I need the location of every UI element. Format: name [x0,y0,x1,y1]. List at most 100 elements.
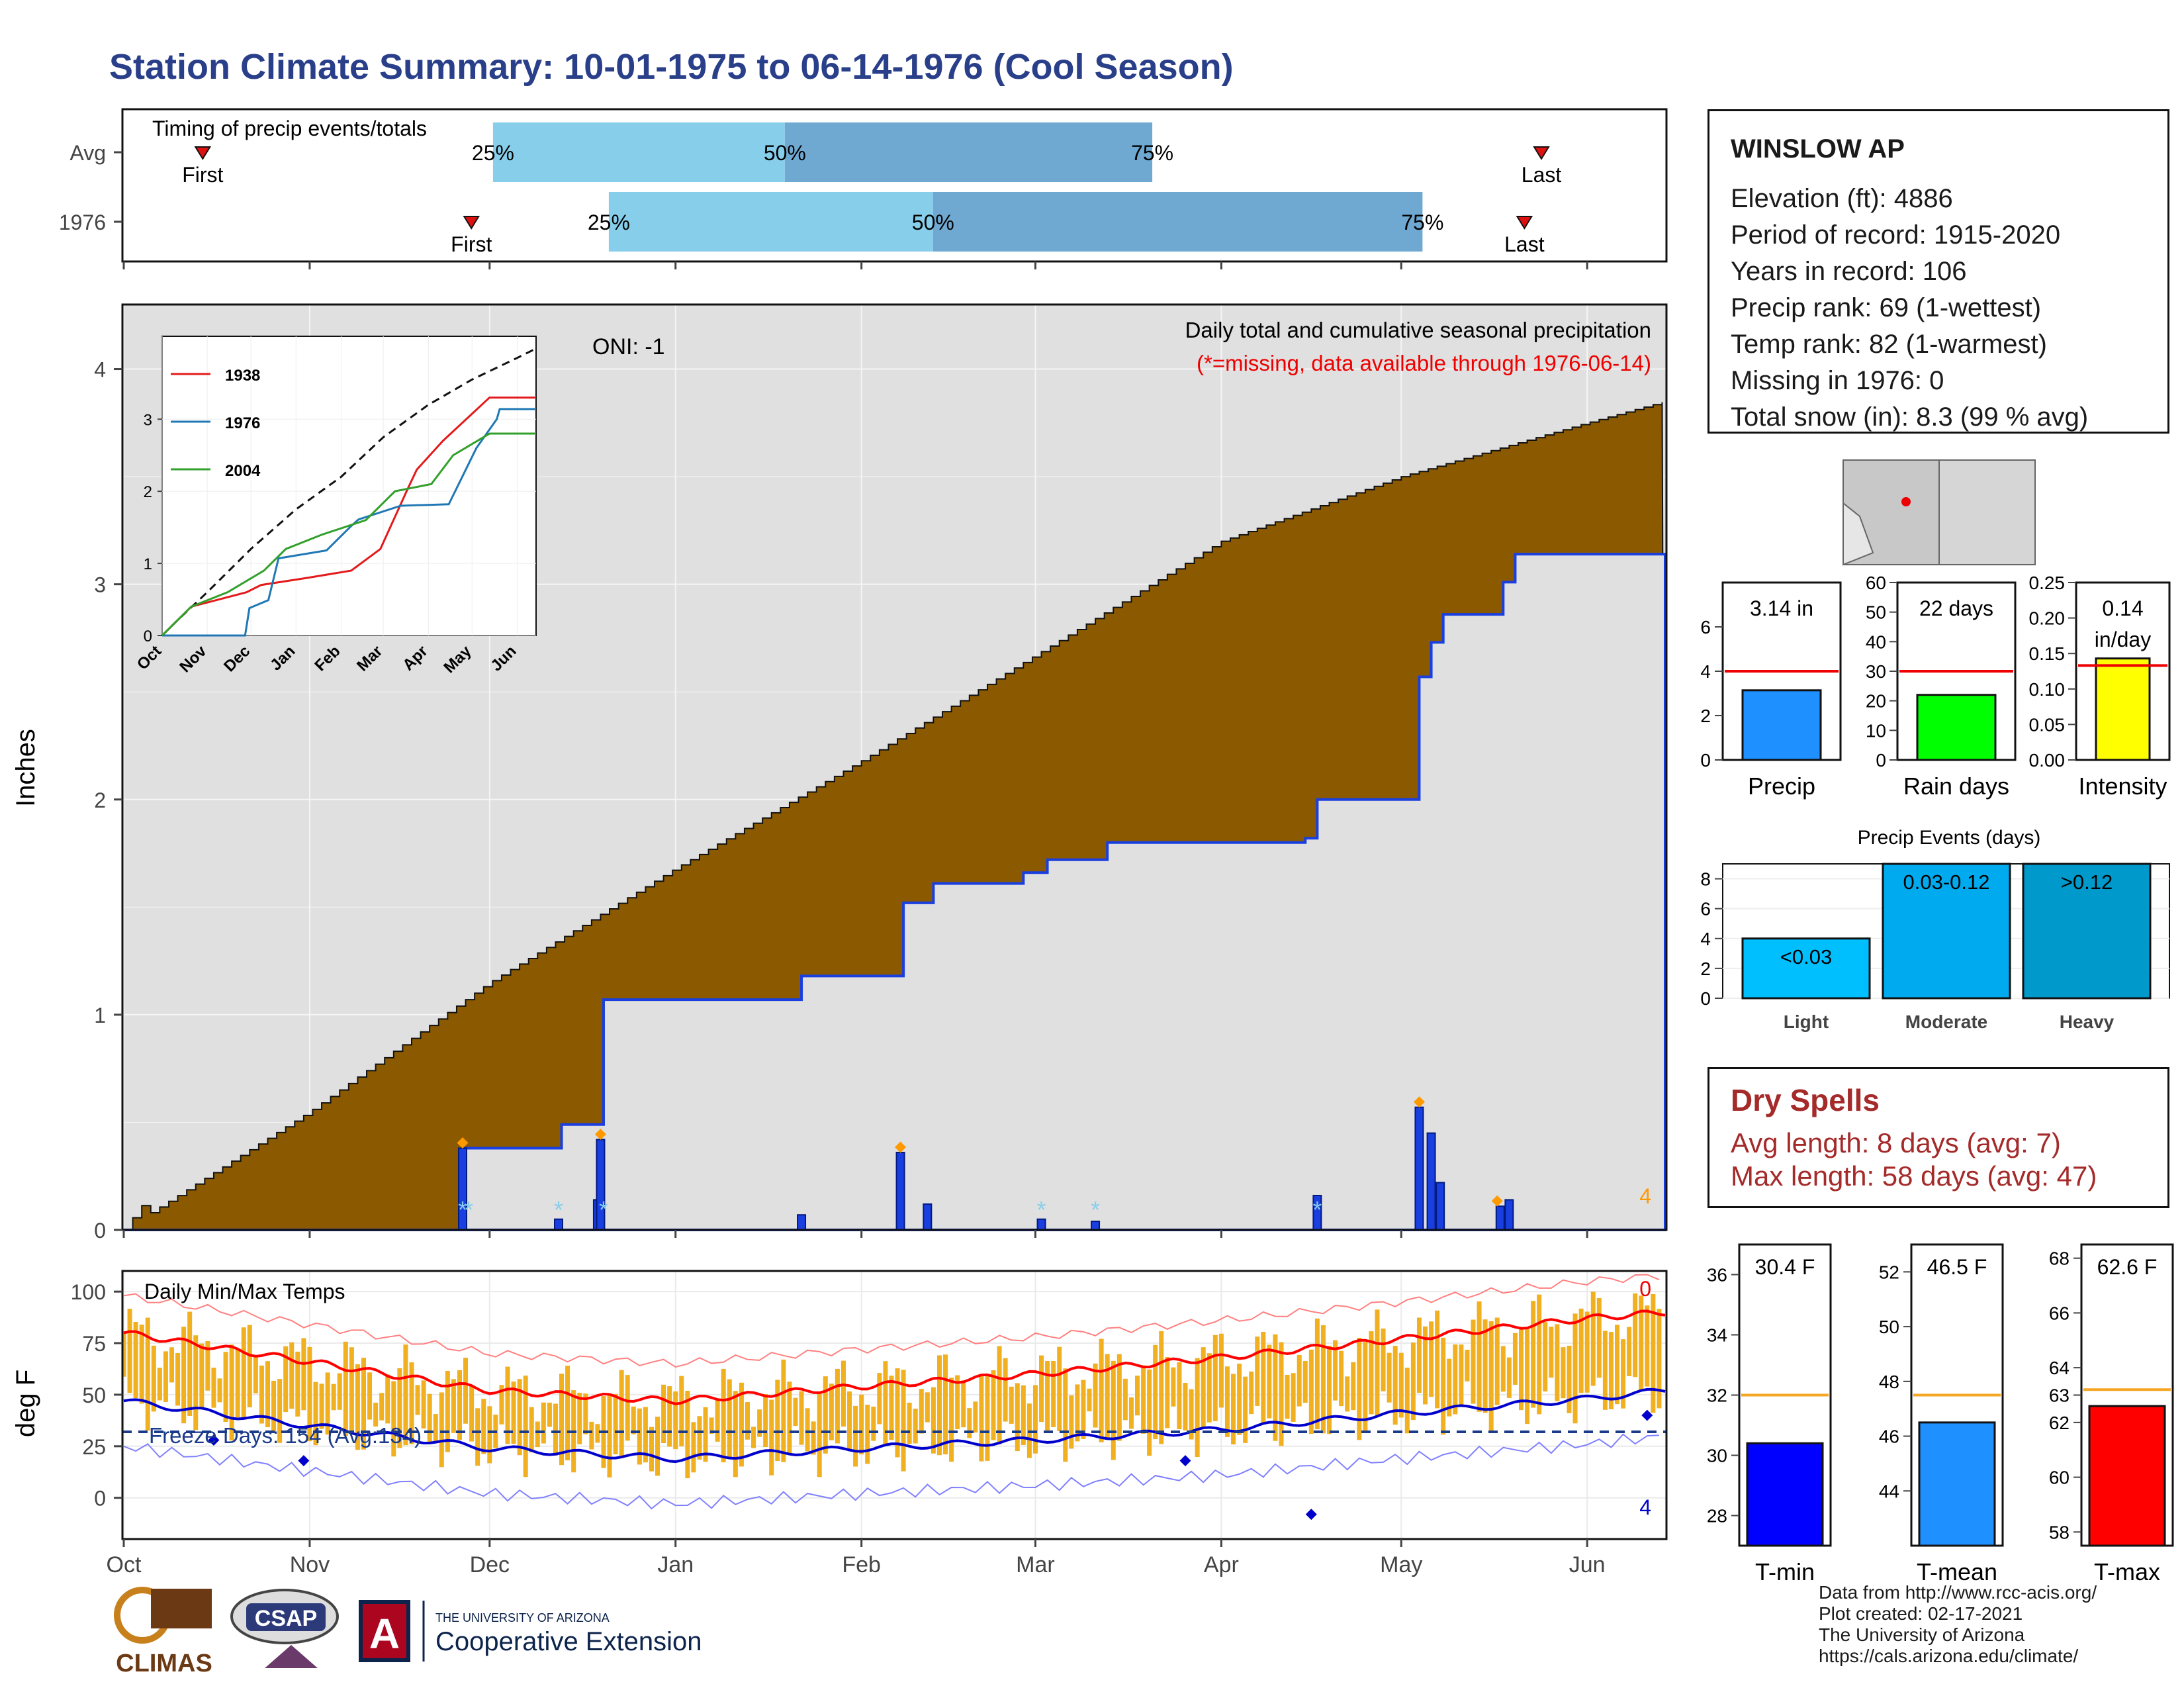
temp-range-bar [967,1408,972,1438]
temp-range-bar [301,1338,306,1411]
temp-y-label: 75 [82,1332,106,1356]
temp-range-bar [889,1376,894,1440]
month-label: Oct [107,1552,142,1577]
first-label: First [451,232,492,256]
daily-precip-bar [1414,1106,1424,1231]
temp-range-bar [1075,1384,1080,1442]
temp-range-bar [271,1380,277,1432]
temp-range-bar [1543,1322,1548,1392]
ua-logo-shield [359,1600,410,1662]
temp-range-bar [1398,1352,1404,1418]
temp-range-bar [1657,1309,1662,1409]
temp-range-bar [367,1372,373,1420]
station-info-box: WINSLOW AP Elevation (ft): 4886 Period o… [1707,109,2169,434]
temp-range-bar [289,1342,295,1409]
precip-summary-bar [1741,689,1822,761]
temp-range-bar [763,1393,768,1448]
temp-summary-t-max-value: 62.6 F [2097,1255,2158,1279]
temp-range-bar [223,1352,228,1423]
events-category-label: Heavy [2060,1011,2115,1032]
inset-legend-label: 2004 [225,462,261,480]
temp-range-bar [475,1408,480,1466]
temp-range-bar [1506,1357,1512,1398]
temp-range-bar [733,1391,738,1477]
temp-range-bar [697,1416,702,1460]
q25-label: 25% [588,211,630,234]
timing-bar-25-50 [492,122,785,182]
intensity-summary-tick: 0.10 [2029,679,2066,700]
temp-range-bar [841,1360,846,1427]
temp-range-bar [133,1322,138,1399]
temp-range-bar [1375,1309,1380,1417]
temp-range-bar [1314,1318,1320,1430]
temp-range-bar [175,1352,181,1406]
temp-range-bar [1596,1297,1602,1378]
temp-summary-t-mean-value: 46.5 F [1927,1255,1987,1279]
temp-range-bar [1051,1360,1056,1427]
temp-range-bar [385,1374,390,1424]
temp-range-bar [1122,1378,1128,1421]
raindays-summary-tick: 10 [1866,720,1886,741]
precip-summary-tick: 2 [1700,706,1711,726]
temp-range-bar [1435,1310,1440,1409]
temp-range-bar [751,1427,756,1448]
temp-summary-t-min-label: T-min [1755,1558,1815,1585]
temp-range-bar [829,1383,834,1440]
temp-range-bar [1590,1291,1596,1386]
freeze-days-text: Freeze Days: 154 (Avg:134) [149,1423,422,1448]
temp-range-bar [1141,1365,1146,1434]
temp-range-bar [1423,1326,1428,1405]
temp-range-bar [1327,1345,1332,1434]
intensity-summary-label: Intensity [2078,773,2167,800]
timing-panel: Timing of precip events/totals Avg 25% 50% 7… [59,108,1668,269]
precip-frame [121,303,1668,1231]
raindays-summary-tick: 40 [1866,632,1886,652]
q50-label: 50% [764,141,806,165]
temp-range-bar [403,1344,408,1446]
temp-range-bar [547,1402,552,1427]
temp-range-bar [1153,1344,1158,1440]
csap-logo-mountain [265,1645,318,1668]
temp-range-bar [1015,1383,1020,1452]
temp-range-bar [739,1382,744,1467]
first-marker [194,146,212,160]
missing-annotation: (*=missing, data available through 1976-… [1197,351,1651,375]
temp-range-bar [373,1402,379,1427]
precip-y-axis-title: Inches [11,729,40,807]
temp-range-bar [1057,1346,1062,1431]
inset-y-label: 1 [144,555,152,573]
snow-marker: * [458,1196,467,1223]
temp-range-bar [1645,1305,1650,1387]
temp-range-bar [1231,1374,1236,1445]
temp-range-bar [625,1375,630,1441]
temp-range-bar [337,1373,342,1410]
temp-summary-t-min-value: 30.4 F [1755,1255,1815,1279]
inset-series-1938 [161,397,536,637]
temp-range-bar [1116,1354,1122,1441]
raindays-summary-tick: 20 [1866,691,1886,712]
intensity-summary-bar [2095,657,2151,761]
temp-range-bar [607,1393,612,1477]
precip-count: 4 [1639,1184,1651,1208]
temp-range-bar [1615,1325,1620,1405]
temp-range-bar [295,1351,300,1417]
temp-range-bar [1633,1293,1638,1378]
temp-summary-t-max-tick: 64 [2049,1358,2070,1378]
temp-summary-t-mean-label: T-mean [1917,1558,1997,1585]
temp-range-bar [331,1383,336,1411]
temp-range-bar [1602,1331,1608,1410]
month-label: Dec [470,1552,510,1577]
temp-range-bar [745,1402,750,1440]
temp-range-bar [859,1394,864,1455]
temp-range-bar [799,1391,804,1445]
temp-range-bar [277,1379,283,1443]
dry-spells-title: Dry Spells [1731,1083,1880,1117]
temp-range-bar [727,1379,732,1458]
temp-range-bar [1555,1324,1560,1401]
inset-avg-line [161,348,537,637]
temp-range-bar [265,1361,270,1428]
events-y-label: 2 [1700,959,1711,979]
temp-range-bar [919,1389,924,1434]
temp-range-bar [259,1365,264,1424]
